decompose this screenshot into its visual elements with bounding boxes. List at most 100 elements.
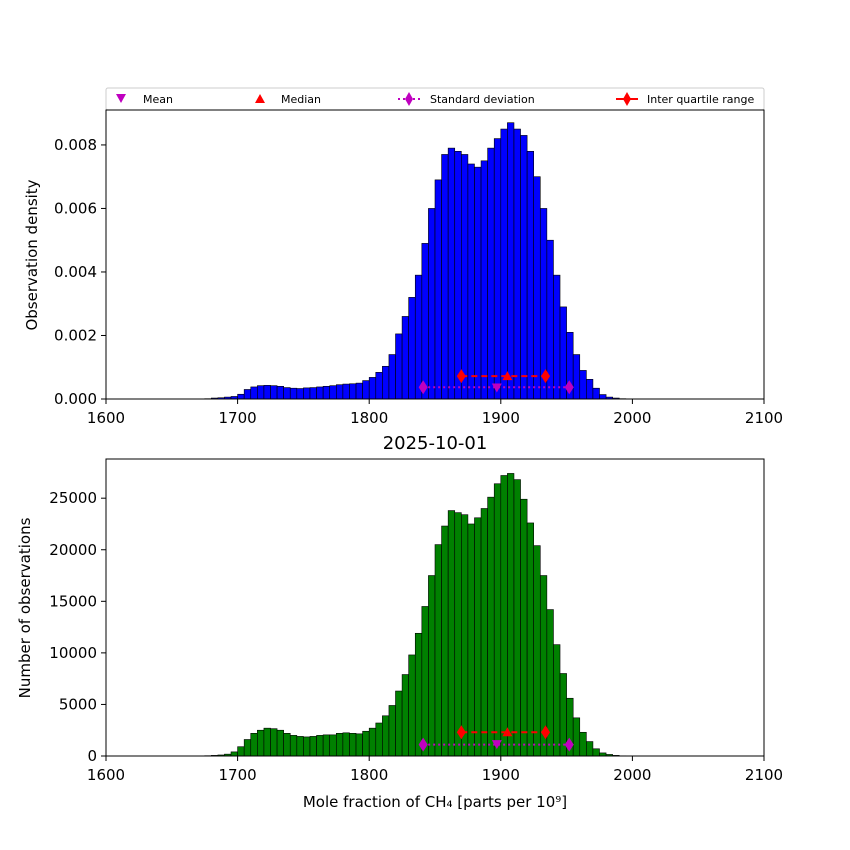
- density-summary-markers: [418, 369, 574, 395]
- count-bar: [237, 746, 245, 757]
- count-bar: [382, 715, 390, 757]
- density-bar: [342, 383, 350, 400]
- count-bar: [243, 739, 252, 757]
- count-bar: [355, 733, 363, 757]
- count-bar: [395, 690, 403, 757]
- density-y-ticks: 0.000 0.002 0.004 0.006 0.008: [54, 136, 106, 408]
- density-bar: [382, 365, 390, 400]
- count-bar: [414, 632, 423, 757]
- density-bar: [592, 387, 600, 400]
- density-bar: [237, 393, 245, 400]
- density-bar: [401, 316, 409, 400]
- count-bar: [487, 496, 495, 757]
- density-bar: [395, 333, 403, 400]
- count-std-marker: [418, 737, 428, 752]
- count-bar: [368, 727, 377, 757]
- density-bar: [507, 122, 515, 400]
- density-bar: [487, 147, 495, 400]
- density-bar: [414, 274, 423, 400]
- count-bar: [309, 736, 317, 757]
- density-bar: [362, 380, 370, 400]
- count-bar: [553, 644, 561, 757]
- density-bar: [355, 382, 363, 400]
- count-bar: [408, 654, 416, 757]
- count-mean-marker: [491, 740, 502, 750]
- density-bar: [461, 154, 469, 400]
- count-bar: [263, 727, 271, 757]
- density-x-ticks: 1600 1700 1800 1900 2000 2100: [87, 399, 783, 427]
- count-bar: [276, 729, 284, 757]
- count-x-tick-label: 1900: [482, 766, 520, 784]
- count-y-axis-label: Number of observations: [16, 517, 34, 698]
- density-bar: [526, 150, 534, 400]
- density-bar: [349, 383, 357, 400]
- count-bar: [586, 741, 594, 757]
- count-bar: [520, 498, 528, 757]
- count-axes-frame: [105, 458, 765, 757]
- count-bar: [533, 545, 541, 757]
- density-bar: [579, 370, 587, 400]
- count-y-tick-label: 5000: [59, 695, 97, 713]
- density-bar: [474, 166, 482, 400]
- density-bar: [434, 179, 442, 400]
- count-histogram-panel: 2025-10-01 1600 1700 1800 1900 2000 2100 0 500…: [16, 433, 783, 811]
- density-bars: [204, 122, 640, 400]
- count-panel-title: 2025-10-01: [383, 433, 488, 454]
- density-x-tick-label: 1800: [350, 409, 388, 427]
- density-bar: [375, 372, 383, 400]
- density-y-tick-label: 0.008: [54, 136, 97, 154]
- count-y-tick-label: 25000: [49, 489, 97, 507]
- density-bar: [263, 385, 271, 400]
- count-bar: [480, 508, 488, 757]
- density-y-tick-label: 0.004: [54, 263, 97, 281]
- count-bar: [257, 729, 265, 757]
- density-iqr-marker: [456, 369, 466, 384]
- count-bar: [572, 717, 581, 757]
- density-y-axis-label: Observation density: [23, 179, 41, 330]
- density-bar: [572, 354, 581, 400]
- count-bars: [204, 473, 640, 757]
- density-bar: [599, 394, 607, 400]
- density-bar: [520, 135, 528, 400]
- count-summary-markers: [418, 725, 574, 752]
- count-bar: [441, 525, 449, 757]
- density-bar: [441, 154, 449, 400]
- count-bar: [513, 479, 521, 757]
- density-bar: [388, 354, 396, 400]
- density-bar: [421, 243, 429, 400]
- density-bar: [243, 389, 252, 400]
- count-bar: [289, 735, 298, 757]
- density-bar: [283, 387, 291, 400]
- count-bar: [316, 735, 324, 757]
- count-bar: [467, 523, 475, 757]
- count-bar: [493, 483, 502, 757]
- density-bar: [493, 138, 502, 400]
- count-y-tick-label: 20000: [49, 541, 97, 559]
- legend-label-mean: Mean: [143, 93, 173, 106]
- density-x-tick-label: 1700: [219, 409, 257, 427]
- density-bar: [428, 208, 436, 400]
- density-x-tick-label: 1900: [482, 409, 520, 427]
- legend-label-std: Standard deviation: [430, 93, 535, 106]
- density-bar: [322, 385, 331, 400]
- density-bar: [250, 386, 258, 400]
- density-mean-marker: [491, 383, 502, 393]
- count-bar: [507, 473, 515, 757]
- density-bar: [408, 297, 416, 400]
- std-legend-icon: [405, 92, 413, 106]
- count-bar: [375, 722, 383, 757]
- count-median-marker: [502, 727, 513, 737]
- density-bar: [553, 274, 561, 400]
- count-x-tick-label: 2100: [745, 766, 783, 784]
- density-bar: [447, 147, 456, 400]
- density-bar: [289, 387, 298, 400]
- density-y-tick-label: 0.006: [54, 199, 97, 217]
- legend-label-median: Median: [281, 93, 321, 106]
- density-bar: [467, 163, 475, 400]
- density-bar: [480, 160, 488, 400]
- density-bar: [270, 385, 278, 400]
- count-bar: [283, 733, 291, 757]
- iqr-legend-icon: [623, 92, 631, 106]
- median-legend-icon: [255, 94, 265, 103]
- count-x-tick-label: 1800: [350, 766, 388, 784]
